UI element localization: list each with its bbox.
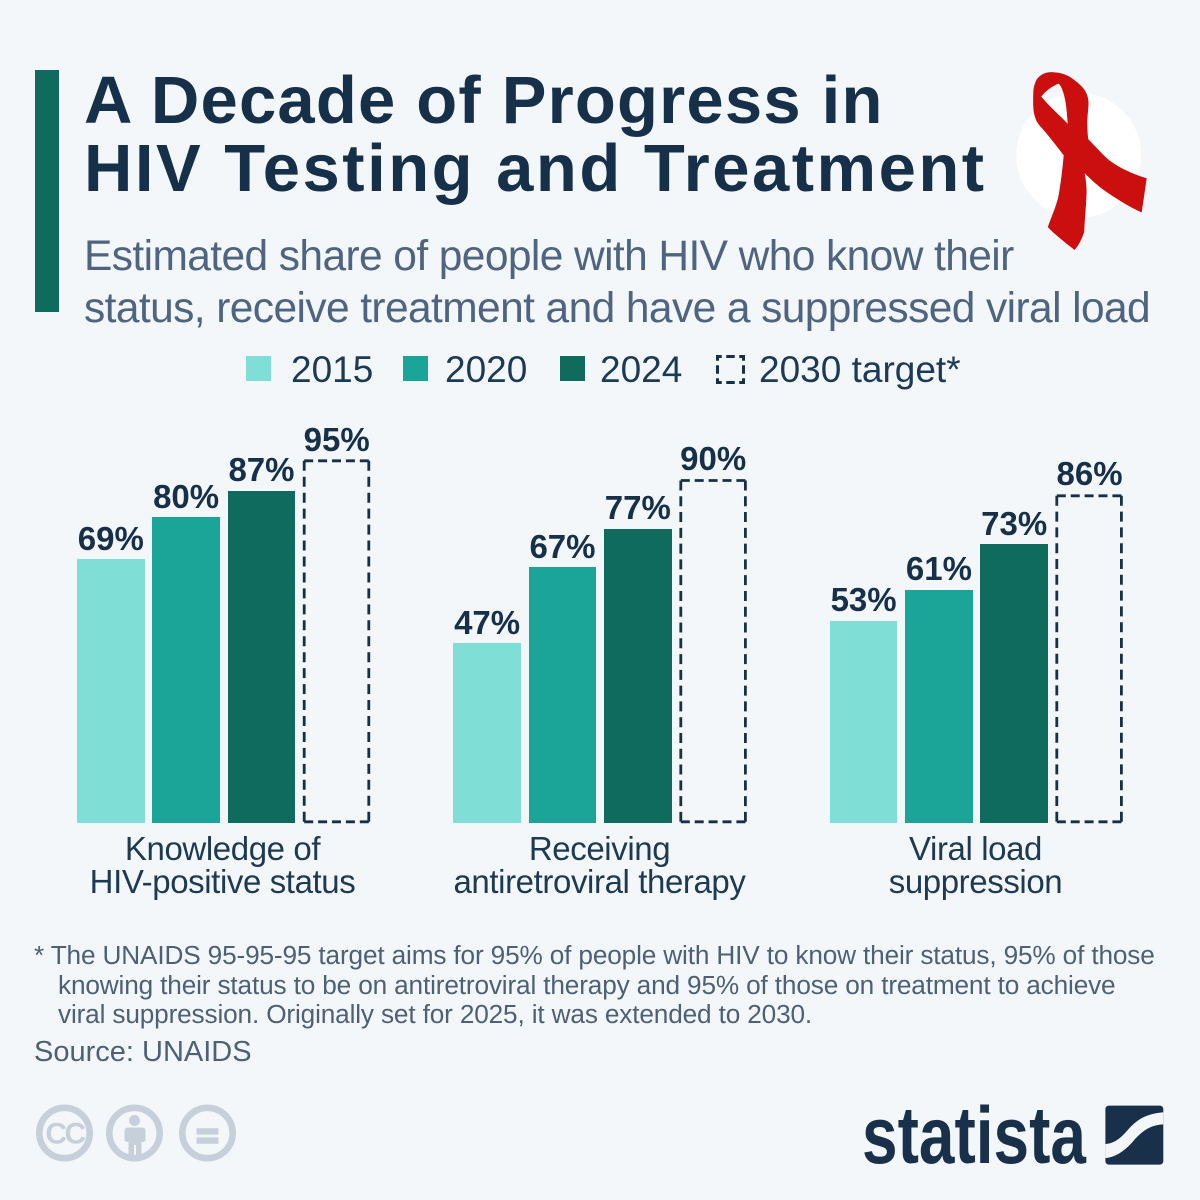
svg-text:statista: statista (862, 1095, 1087, 1175)
svg-text:CC: CC (45, 1118, 85, 1151)
